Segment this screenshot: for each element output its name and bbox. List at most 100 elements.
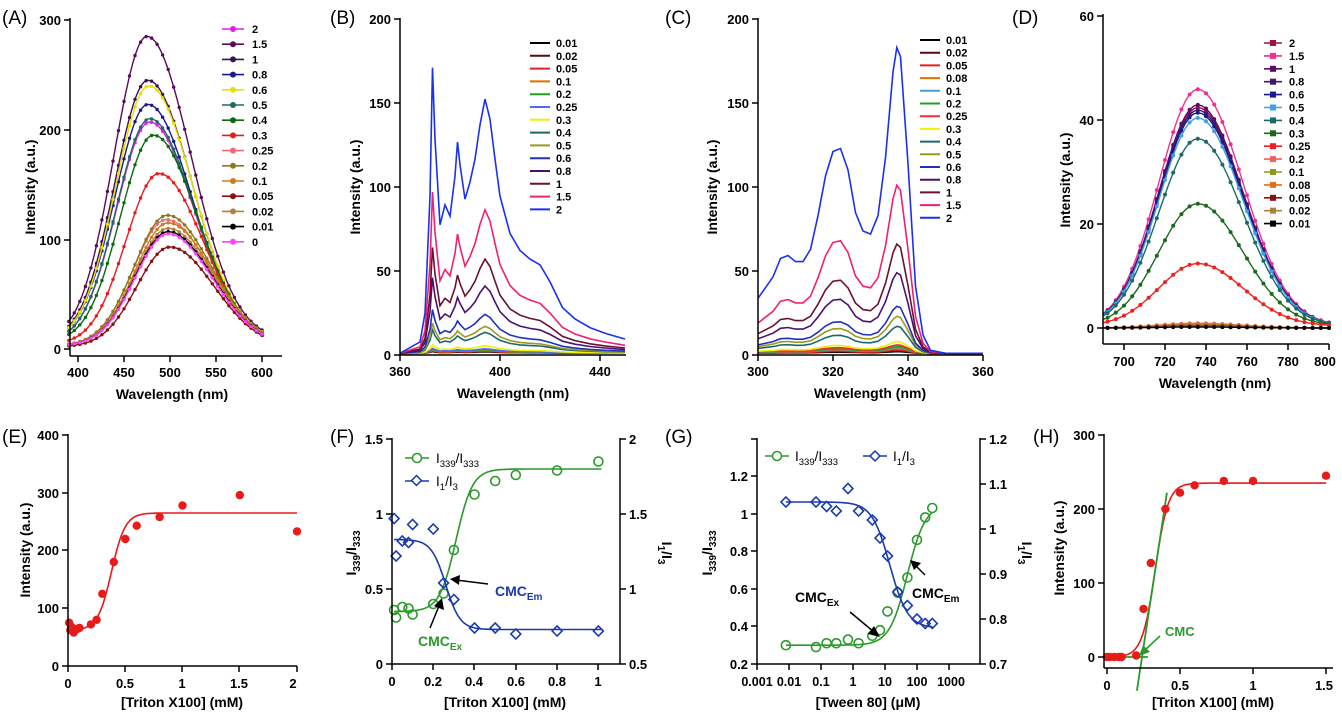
data-point bbox=[1105, 325, 1110, 330]
legend-marker bbox=[230, 117, 236, 124]
data-point bbox=[149, 235, 154, 239]
data-point bbox=[1190, 481, 1199, 490]
data-point bbox=[1220, 218, 1225, 223]
data-point bbox=[1236, 167, 1241, 172]
data-point bbox=[1146, 230, 1151, 235]
data-point bbox=[75, 623, 84, 633]
data-point bbox=[111, 159, 115, 163]
data-point bbox=[551, 624, 564, 638]
data-point bbox=[133, 138, 137, 142]
data-point bbox=[1187, 325, 1192, 329]
data-point bbox=[89, 266, 93, 270]
data-point bbox=[1236, 200, 1241, 205]
data-point bbox=[873, 531, 887, 545]
data-point bbox=[1236, 325, 1241, 330]
series-line-0.5 bbox=[399, 322, 626, 355]
legend-marker bbox=[1270, 181, 1276, 188]
legend-label: 0.05 bbox=[946, 60, 967, 72]
g-ytick-right-0.7: 0.7 bbox=[989, 657, 1007, 672]
data-point bbox=[232, 307, 237, 312]
g-ytick-0.4: 0.4 bbox=[730, 619, 749, 634]
data-point bbox=[1187, 115, 1192, 120]
data-point bbox=[155, 233, 159, 237]
data-point bbox=[830, 637, 842, 649]
data-point bbox=[94, 336, 99, 341]
legend-marker bbox=[1270, 130, 1276, 137]
h-annot-cmc-text: CMC bbox=[1165, 624, 1195, 639]
data-point bbox=[1146, 217, 1151, 222]
data-point bbox=[199, 247, 203, 251]
data-point bbox=[1138, 302, 1143, 307]
g-annot-cmc-em-text: CMCEm bbox=[912, 585, 960, 605]
series-line-0.01 bbox=[68, 230, 265, 346]
data-point bbox=[160, 233, 165, 238]
legend-marker bbox=[230, 238, 236, 245]
legend-marker bbox=[230, 193, 236, 200]
e-xtick-0.5: 0.5 bbox=[116, 676, 134, 691]
c-ytick-50: 50 bbox=[735, 264, 749, 279]
g-ylabel-right: I1/I3 bbox=[1015, 542, 1035, 565]
h-ytick-200: 200 bbox=[1073, 502, 1095, 517]
data-point bbox=[1138, 325, 1143, 330]
data-point bbox=[183, 234, 187, 238]
data-point bbox=[188, 150, 192, 154]
series-line-1.5 bbox=[1103, 88, 1330, 324]
g-ytick-0.6: 0.6 bbox=[730, 582, 748, 597]
legend-label: 0.4 bbox=[946, 137, 962, 149]
b-ytick-0: 0 bbox=[384, 348, 391, 363]
data-point bbox=[1253, 269, 1258, 274]
legend-label: 0.8 bbox=[1289, 77, 1304, 89]
data-point bbox=[866, 513, 879, 527]
data-point bbox=[1139, 604, 1148, 614]
data-point bbox=[1220, 144, 1225, 149]
data-point bbox=[172, 85, 176, 89]
legend-label: 0.02 bbox=[1289, 206, 1310, 218]
data-point bbox=[1138, 282, 1143, 287]
data-point bbox=[210, 255, 214, 259]
panel-d: (D) 700 720 740 760 780 800 0 20 40 60 W… bbox=[1012, 8, 1336, 391]
data-point bbox=[227, 284, 231, 288]
data-point bbox=[1302, 316, 1307, 321]
data-point bbox=[1105, 315, 1110, 320]
fit-curve bbox=[1107, 482, 1326, 658]
data-point bbox=[194, 194, 198, 198]
e-xlabel: [Triton X100] (mM) bbox=[121, 694, 243, 710]
legend-label: 0.01 bbox=[946, 35, 967, 47]
data-point bbox=[902, 572, 913, 583]
legend-label: 0.1 bbox=[556, 76, 571, 88]
panel-c-legend: 0.010.020.050.080.10.20.250.30.40.50.60.… bbox=[920, 35, 967, 225]
legend-marker bbox=[1270, 65, 1276, 72]
data-point bbox=[138, 148, 143, 152]
legend-marker bbox=[230, 86, 236, 93]
data-point bbox=[188, 255, 192, 259]
data-point bbox=[221, 297, 226, 301]
e-ytick-0: 0 bbox=[52, 659, 59, 674]
panel-b-legend: 0.010.020.050.10.20.250.30.40.50.60.811.… bbox=[530, 38, 577, 216]
panel-b-series bbox=[399, 67, 626, 355]
data-point bbox=[121, 534, 130, 544]
data-point bbox=[72, 319, 77, 323]
fit-curve bbox=[67, 512, 297, 631]
e-xtick-0: 0 bbox=[64, 676, 71, 691]
data-point bbox=[1161, 504, 1170, 514]
data-point bbox=[155, 134, 159, 138]
panel-g-axes bbox=[751, 438, 986, 670]
d-ytick-40: 40 bbox=[1080, 113, 1094, 128]
data-point bbox=[1302, 325, 1307, 330]
data-point bbox=[172, 147, 176, 151]
data-point bbox=[1228, 325, 1233, 330]
data-point bbox=[1212, 148, 1217, 153]
data-point bbox=[205, 274, 209, 278]
legend-label: 1.5 bbox=[946, 200, 961, 212]
data-point bbox=[1245, 193, 1249, 198]
data-point bbox=[127, 115, 132, 120]
data-point bbox=[111, 316, 115, 320]
data-point bbox=[94, 293, 99, 298]
legend-label: 0.4 bbox=[252, 115, 268, 127]
data-point bbox=[149, 103, 154, 108]
data-point bbox=[1163, 325, 1167, 330]
f-xtick-0.2: 0.2 bbox=[424, 674, 442, 689]
data-point bbox=[172, 219, 176, 223]
data-point bbox=[1321, 471, 1331, 480]
legend-label: 0.3 bbox=[946, 124, 961, 136]
